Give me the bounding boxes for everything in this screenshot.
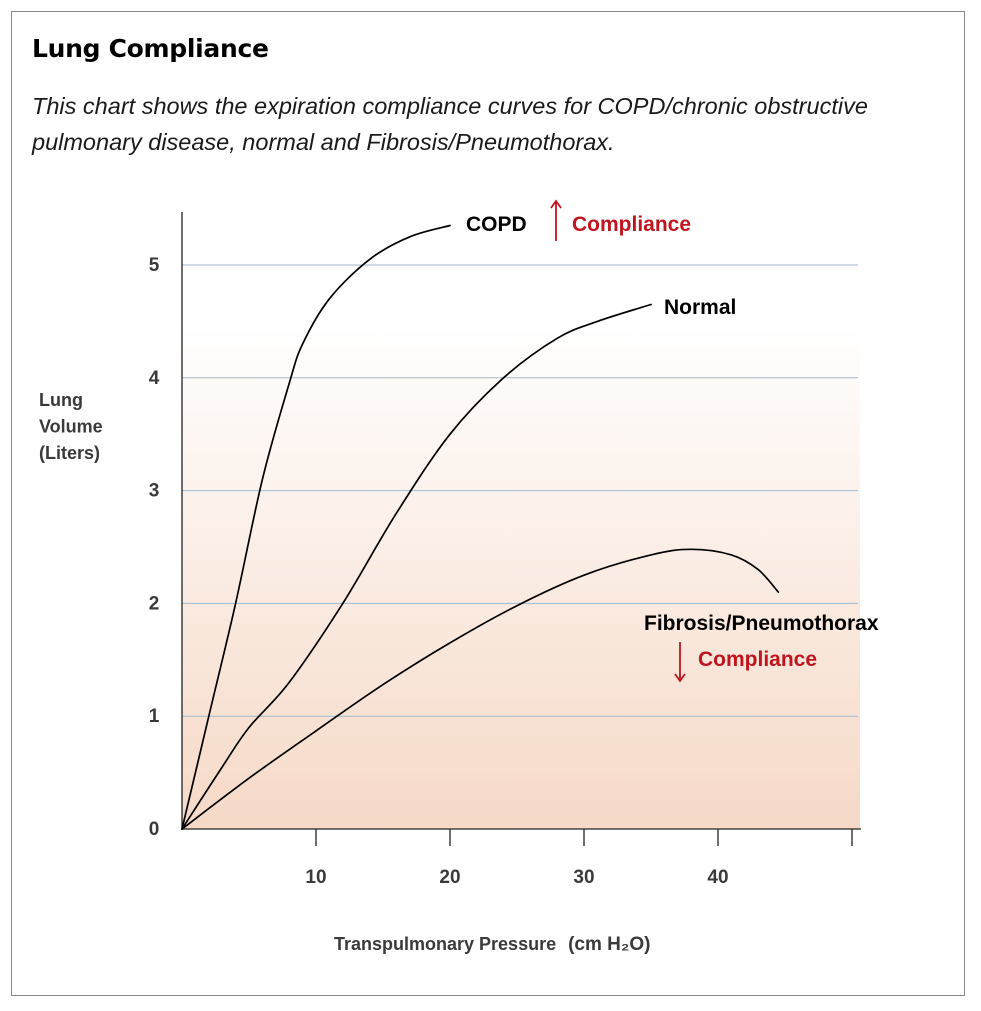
label-fibrosis: Fibrosis/Pneumothorax <box>644 612 879 635</box>
y-tick-label-3: 3 <box>149 481 160 502</box>
axes: 10 20 30 40 0 1 2 3 4 5 Lung Volume (Liters) Transpul… <box>39 212 861 955</box>
arrow-up-icon <box>550 199 562 241</box>
series-lines <box>181 224 780 830</box>
x-axis-title: Transpulmonary Pressure (cm H₂O) <box>334 934 650 955</box>
chart-subtitle: This chart shows the expiration complian… <box>32 93 868 155</box>
series-line-normal <box>181 303 652 830</box>
chart-title: Lung Compliance <box>32 34 269 63</box>
series-line-fibrosis-pneumothorax <box>181 548 780 830</box>
y-axis-title: Lung Volume (Liters) <box>39 390 103 463</box>
y-tick-label-4: 4 <box>149 368 160 389</box>
y-tick-label-5: 5 <box>149 255 160 276</box>
y-tick-label-2: 2 <box>149 593 160 614</box>
x-tick-label-40: 40 <box>707 867 728 888</box>
annotations: COPD Compliance Normal Fibrosis/Pneumothora… <box>466 199 879 683</box>
x-tick-label-20: 20 <box>439 867 460 888</box>
plot-background <box>182 215 860 829</box>
label-fibrosis-compliance: Compliance <box>698 648 817 671</box>
y-tick-label-0: 0 <box>149 819 160 840</box>
label-copd: COPD <box>466 213 527 236</box>
series-line-copd <box>181 224 451 830</box>
y-tick-label-1: 1 <box>149 706 160 727</box>
arrow-down-icon <box>674 642 686 683</box>
label-normal: Normal <box>664 296 736 319</box>
x-tick-label-10: 10 <box>305 867 326 888</box>
label-copd-compliance: Compliance <box>572 213 691 236</box>
x-tick-label-30: 30 <box>573 867 594 888</box>
